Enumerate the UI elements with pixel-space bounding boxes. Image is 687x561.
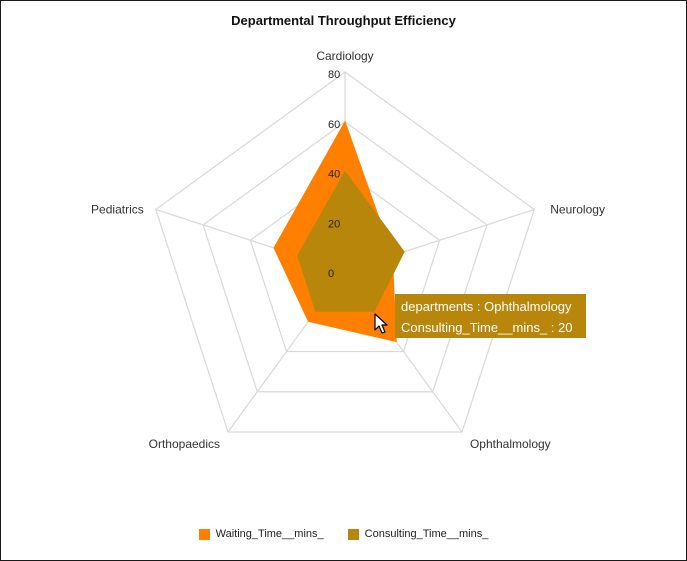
legend-swatch (198, 528, 210, 540)
grid-ring (202, 121, 488, 393)
legend-label: Waiting_Time__mins_ (215, 528, 324, 540)
grid-ring (155, 71, 535, 433)
legend-label: Consulting_Time__mins_ (364, 528, 489, 540)
category-label-ophthalmology: Ophthalmology (470, 437, 551, 451)
legend-item-consulting-time[interactable]: Consulting_Time__mins_ (347, 528, 489, 540)
radial-tick-label: 80 (328, 69, 340, 81)
category-label-orthopaedics: Orthopaedics (149, 437, 220, 451)
series-area-consulting-time (297, 170, 405, 312)
radial-tick-label: 40 (328, 169, 340, 181)
radial-tick-label: 0 (328, 268, 334, 280)
radial-tick-label: 20 (328, 218, 340, 230)
chart-title: Departmental Throughput Efficiency (231, 13, 456, 28)
category-label-pediatrics: Pediatrics (91, 203, 144, 217)
tooltip-department: departments : Ophthalmology (401, 299, 572, 314)
tooltip-value: Consulting_Time__mins_ : 20 (401, 320, 573, 335)
category-label-cardiology: Cardiology (316, 49, 373, 63)
data-tooltip: departments : Ophthalmology Consulting_T… (395, 294, 586, 338)
legend: Waiting_Time__mins_ Consulting_Time__min… (0, 528, 687, 540)
grid-ring (249, 170, 441, 353)
legend-item-waiting-time[interactable]: Waiting_Time__mins_ (198, 528, 324, 540)
radial-tick-label: 60 (328, 119, 340, 131)
category-label-neurology: Neurology (550, 203, 605, 217)
mouse-cursor-icon (374, 313, 388, 334)
legend-swatch (347, 528, 359, 540)
